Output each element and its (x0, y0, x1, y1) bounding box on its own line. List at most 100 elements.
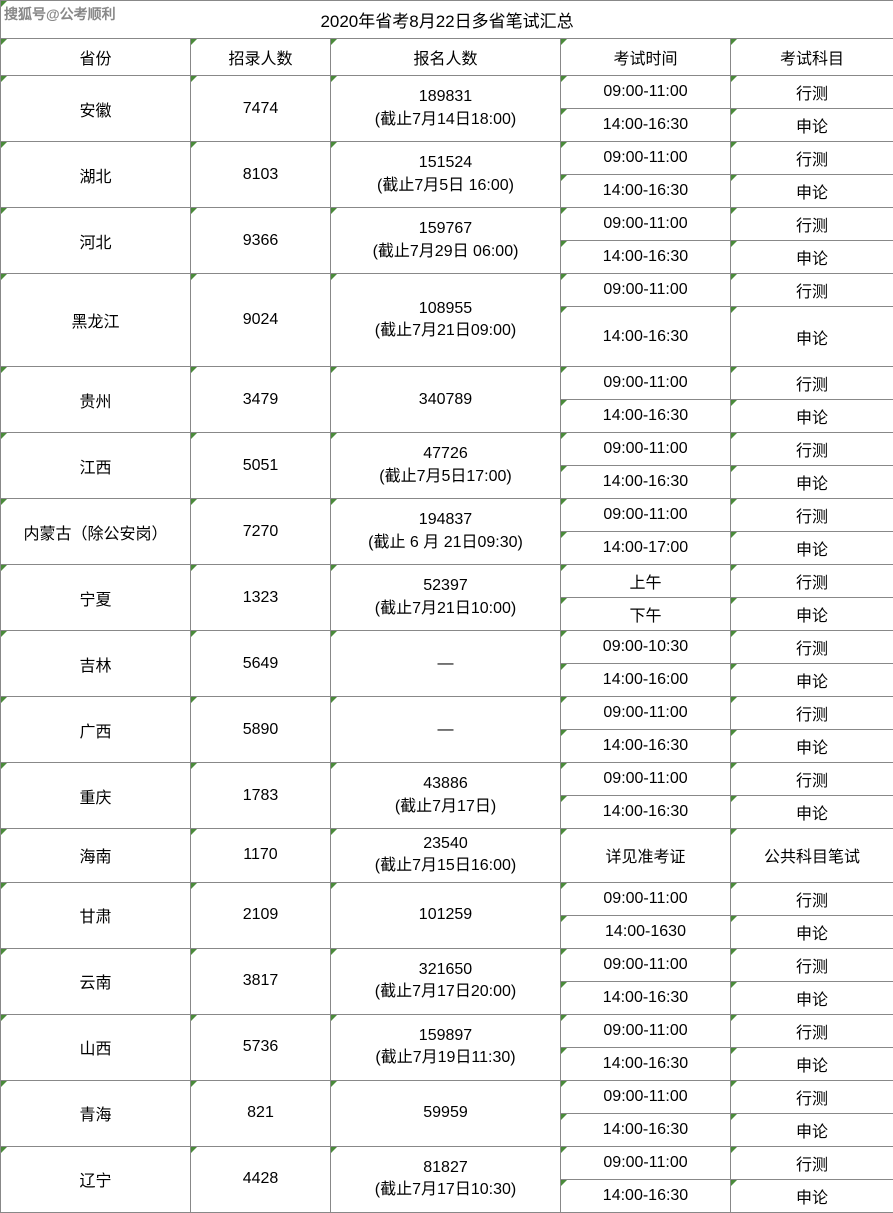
table-header-row: 省份 招录人数 报名人数 考试时间 考试科目 (1, 39, 893, 76)
cell-recruit: 7474 (191, 76, 331, 142)
cell-time: 09:00-11:00 (561, 142, 731, 175)
cell-province: 山西 (1, 1014, 191, 1080)
cell-time: 14:00-16:30 (561, 730, 731, 763)
cell-subject: 行测 (731, 76, 893, 109)
cell-recruit: 1170 (191, 829, 331, 883)
cell-subject: 行测 (731, 274, 893, 307)
cell-apply: 108955(截止7月21日09:00) (331, 274, 561, 367)
table-row: 重庆 1783 43886(截止7月17日) 09:00-11:00 行测 (1, 763, 893, 796)
cell-subject: 行测 (731, 142, 893, 175)
cell-subject: 申论 (731, 109, 893, 142)
cell-time: 14:00-17:00 (561, 532, 731, 565)
cell-subject: 申论 (731, 1047, 893, 1080)
cell-recruit: 9024 (191, 274, 331, 367)
cell-time: 09:00-10:30 (561, 631, 731, 664)
cell-subject: 行测 (731, 948, 893, 981)
cell-time: 14:00-16:30 (561, 400, 731, 433)
cell-apply: 81827(截止7月17日10:30) (331, 1146, 561, 1212)
cell-apply: 52397(截止7月21日10:00) (331, 565, 561, 631)
cell-time: 详见准考证 (561, 829, 731, 883)
cell-recruit: 9366 (191, 208, 331, 274)
cell-apply: 321650(截止7月17日20:00) (331, 948, 561, 1014)
table-row: 黑龙江 9024 108955(截止7月21日09:00) 09:00-11:0… (1, 274, 893, 307)
cell-subject: 申论 (731, 400, 893, 433)
table-row: 宁夏 1323 52397(截止7月21日10:00) 上午 行测 (1, 565, 893, 598)
table-row: 山西 5736 159897(截止7月19日11:30) 09:00-11:00… (1, 1014, 893, 1047)
cell-subject: 行测 (731, 499, 893, 532)
cell-subject: 行测 (731, 1146, 893, 1179)
cell-recruit: 5736 (191, 1014, 331, 1080)
cell-time: 09:00-11:00 (561, 1080, 731, 1113)
cell-province: 青海 (1, 1080, 191, 1146)
cell-recruit: 8103 (191, 142, 331, 208)
cell-time: 09:00-11:00 (561, 697, 731, 730)
cell-province: 黑龙江 (1, 274, 191, 367)
cell-time: 上午 (561, 565, 731, 598)
cell-time: 09:00-11:00 (561, 76, 731, 109)
cell-recruit: 1783 (191, 763, 331, 829)
cell-subject: 公共科目笔试 (731, 829, 893, 883)
cell-province: 广西 (1, 697, 191, 763)
cell-time: 09:00-11:00 (561, 1014, 731, 1047)
cell-province: 辽宁 (1, 1146, 191, 1212)
header-apply: 报名人数 (331, 39, 561, 76)
cell-recruit: 3817 (191, 948, 331, 1014)
header-province: 省份 (1, 39, 191, 76)
table-row: 青海 821 59959 09:00-11:00 行测 (1, 1080, 893, 1113)
cell-subject: 行测 (731, 882, 893, 915)
cell-apply: 59959 (331, 1080, 561, 1146)
cell-apply: 47726(截止7月5日17:00) (331, 433, 561, 499)
cell-recruit: 1323 (191, 565, 331, 631)
cell-apply: 23540(截止7月15日16:00) (331, 829, 561, 883)
cell-apply: 159767(截止7月29日 06:00) (331, 208, 561, 274)
cell-province: 江西 (1, 433, 191, 499)
table-row: 云南 3817 321650(截止7月17日20:00) 09:00-11:00… (1, 948, 893, 981)
cell-apply: — (331, 631, 561, 697)
cell-recruit: 2109 (191, 882, 331, 948)
cell-province: 云南 (1, 948, 191, 1014)
cell-time: 14:00-16:30 (561, 1113, 731, 1146)
cell-apply: 189831(截止7月14日18:00) (331, 76, 561, 142)
cell-province: 湖北 (1, 142, 191, 208)
cell-time: 14:00-16:30 (561, 981, 731, 1014)
cell-apply: 340789 (331, 367, 561, 433)
cell-subject: 行测 (731, 367, 893, 400)
table-row: 辽宁 4428 81827(截止7月17日10:30) 09:00-11:00 … (1, 1146, 893, 1179)
cell-time: 09:00-11:00 (561, 882, 731, 915)
cell-apply: 151524(截止7月5日 16:00) (331, 142, 561, 208)
table-row: 广西 5890 — 09:00-11:00 行测 (1, 697, 893, 730)
cell-recruit: 5890 (191, 697, 331, 763)
cell-subject: 行测 (731, 565, 893, 598)
cell-province: 贵州 (1, 367, 191, 433)
cell-subject: 行测 (731, 697, 893, 730)
cell-subject: 行测 (731, 1080, 893, 1113)
cell-apply: 43886(截止7月17日) (331, 763, 561, 829)
cell-time: 下午 (561, 598, 731, 631)
table-row: 安徽 7474 189831(截止7月14日18:00) 09:00-11:00… (1, 76, 893, 109)
header-subject: 考试科目 (731, 39, 893, 76)
table-row: 吉林 5649 — 09:00-10:30 行测 (1, 631, 893, 664)
table-row: 河北 9366 159767(截止7月29日 06:00) 09:00-11:0… (1, 208, 893, 241)
cell-subject: 申论 (731, 730, 893, 763)
cell-subject: 申论 (731, 532, 893, 565)
cell-time: 09:00-11:00 (561, 763, 731, 796)
cell-apply: 101259 (331, 882, 561, 948)
cell-time: 14:00-16:30 (561, 796, 731, 829)
cell-recruit: 5649 (191, 631, 331, 697)
cell-recruit: 7270 (191, 499, 331, 565)
table-title-row: 2020年省考8月22日多省笔试汇总 (1, 1, 893, 39)
cell-recruit: 4428 (191, 1146, 331, 1212)
cell-province: 安徽 (1, 76, 191, 142)
table-row: 甘肃 2109 101259 09:00-11:00 行测 (1, 882, 893, 915)
cell-time: 09:00-11:00 (561, 433, 731, 466)
cell-time: 09:00-11:00 (561, 367, 731, 400)
cell-apply: 159897(截止7月19日11:30) (331, 1014, 561, 1080)
cell-recruit: 821 (191, 1080, 331, 1146)
cell-time: 09:00-11:00 (561, 274, 731, 307)
cell-time: 14:00-1630 (561, 915, 731, 948)
table-title: 2020年省考8月22日多省笔试汇总 (1, 1, 893, 39)
table-row: 海南 1170 23540(截止7月15日16:00) 详见准考证 公共科目笔试 (1, 829, 893, 883)
cell-apply: — (331, 697, 561, 763)
cell-subject: 申论 (731, 598, 893, 631)
table-row: 贵州 3479 340789 09:00-11:00 行测 (1, 367, 893, 400)
